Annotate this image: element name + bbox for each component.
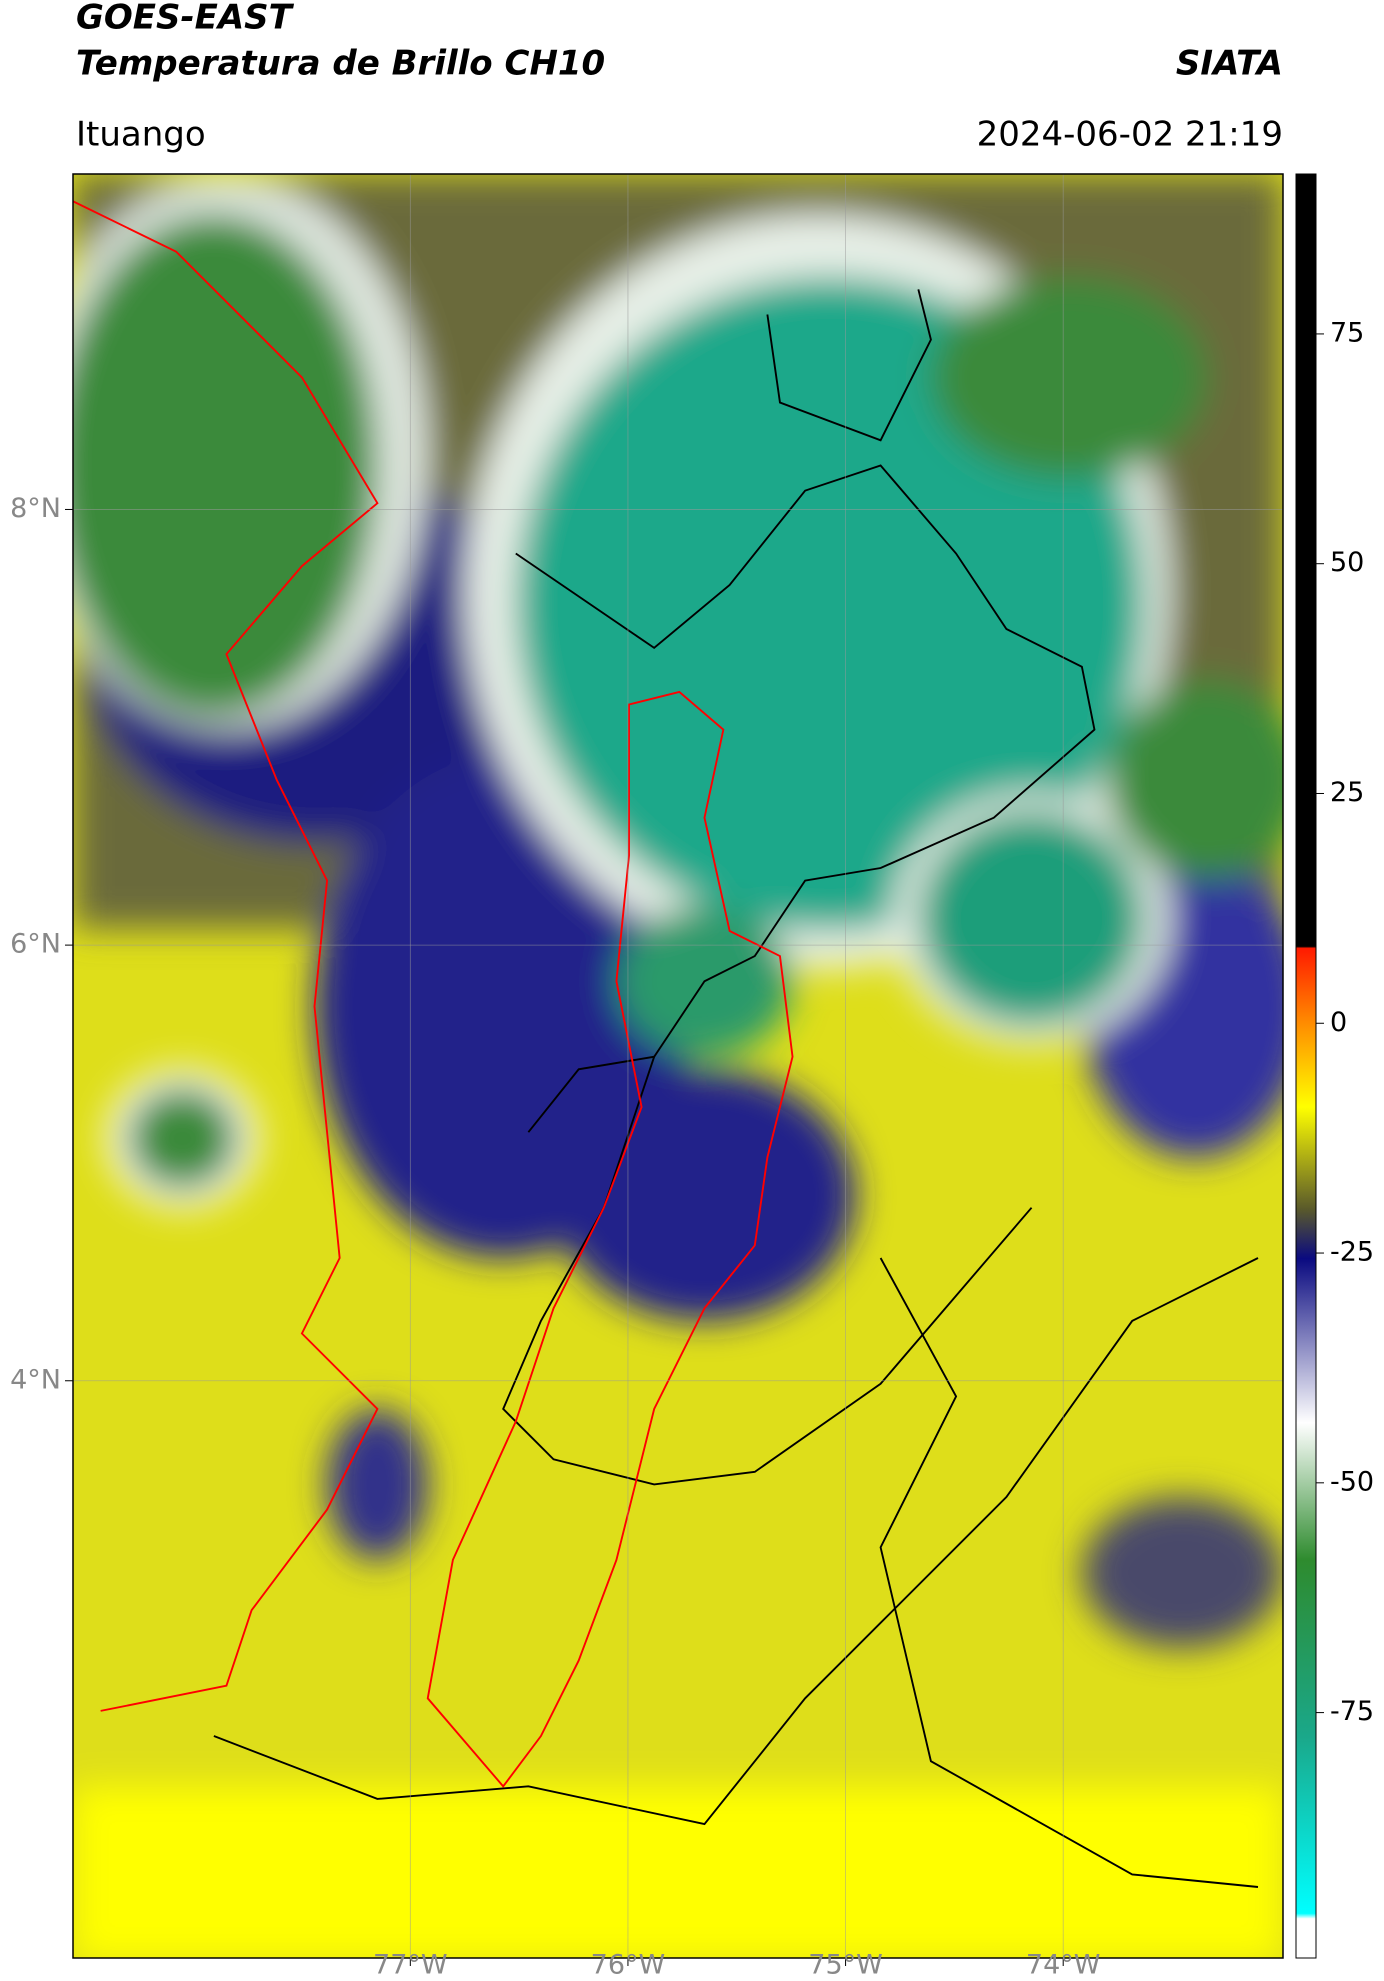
datetime: 2024-06-02 21:19 xyxy=(977,115,1283,155)
title: GOES-EAST xyxy=(76,0,295,38)
subtitle: Temperatura de Brillo CH10 xyxy=(76,44,605,84)
map-image xyxy=(73,174,1283,1958)
colorbar-label: 0 xyxy=(1330,1007,1347,1038)
lon-label: 75°W xyxy=(808,1950,883,1981)
colorbar-label: 50 xyxy=(1330,547,1364,578)
lat-label: 4°N xyxy=(10,1364,61,1395)
lat-label: 8°N xyxy=(10,493,61,524)
colorbar xyxy=(1295,173,1317,1959)
map-frame xyxy=(72,173,1284,1959)
colorbar-label: 75 xyxy=(1330,317,1364,348)
colorbar-label: -75 xyxy=(1330,1696,1374,1727)
lon-label: 76°W xyxy=(591,1950,666,1981)
lon-label: 77°W xyxy=(373,1950,448,1981)
colorbar-label: -50 xyxy=(1330,1466,1374,1497)
brand: SIATA xyxy=(1176,44,1283,84)
colorbar-label: 25 xyxy=(1330,777,1364,808)
lon-label: 74°W xyxy=(1026,1950,1101,1981)
colorbar-label: -25 xyxy=(1330,1237,1374,1268)
location: Ituango xyxy=(76,115,206,155)
lat-label: 6°N xyxy=(10,929,61,960)
